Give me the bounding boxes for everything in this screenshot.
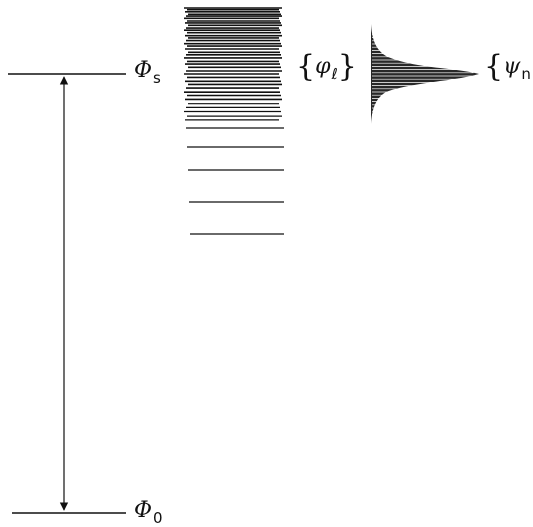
phi-0-label: Φ0: [134, 498, 163, 527]
psi-distribution: [371, 24, 479, 124]
phi-s-label: Φs: [134, 58, 161, 87]
phi-l-label: {φℓ}: [296, 49, 357, 84]
psi-n-label: {ψn: [484, 49, 531, 84]
psi-hatch-lines: [372, 27, 474, 118]
psi-distribution-fill: [371, 24, 479, 124]
level-manifold: [184, 7, 284, 235]
